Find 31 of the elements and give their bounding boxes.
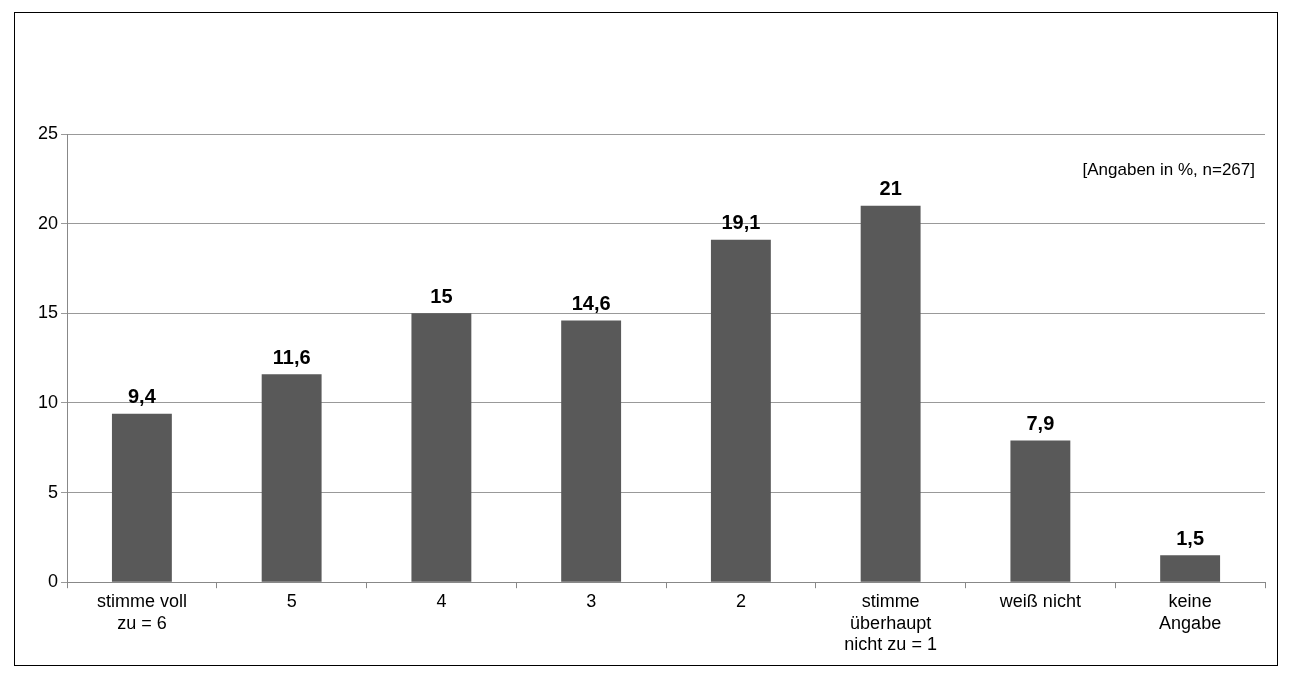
x-tick-label: keine Angabe xyxy=(1159,590,1222,633)
y-tick-label: 25 xyxy=(37,122,59,143)
data-label: 1,5 xyxy=(1176,526,1205,549)
x-tick-label: 4 xyxy=(436,590,447,611)
bar xyxy=(710,239,771,582)
bar xyxy=(860,205,921,582)
data-label: 7,9 xyxy=(1026,412,1055,435)
annotation: [Angaben in %, n=267] xyxy=(1082,159,1255,179)
x-tick-label: stimme voll zu = 6 xyxy=(96,590,187,633)
x-tick-label: weiß nicht xyxy=(998,590,1081,611)
x-tick-label: 3 xyxy=(586,590,597,611)
x-tick-label: 2 xyxy=(735,590,746,611)
data-label: 9,4 xyxy=(127,385,157,408)
y-tick-label: 0 xyxy=(48,571,59,592)
y-tick-label: 15 xyxy=(37,302,59,323)
y-tick-label: 10 xyxy=(37,391,59,412)
bar xyxy=(561,320,622,582)
data-label: 21 xyxy=(879,177,902,200)
bar xyxy=(261,374,322,582)
x-tick-label: stimme überhaupt nicht zu = 1 xyxy=(844,590,937,655)
y-tick-label: 20 xyxy=(37,212,59,233)
data-label: 14,6 xyxy=(571,291,611,314)
data-label: 15 xyxy=(430,284,453,307)
bar xyxy=(1160,555,1221,582)
bar xyxy=(1010,440,1071,582)
x-tick-label: 5 xyxy=(286,590,297,611)
bar xyxy=(111,413,172,582)
data-label: 11,6 xyxy=(272,345,311,368)
y-tick-label: 5 xyxy=(48,481,59,502)
bar xyxy=(411,313,472,582)
data-label: 19,1 xyxy=(721,211,761,234)
